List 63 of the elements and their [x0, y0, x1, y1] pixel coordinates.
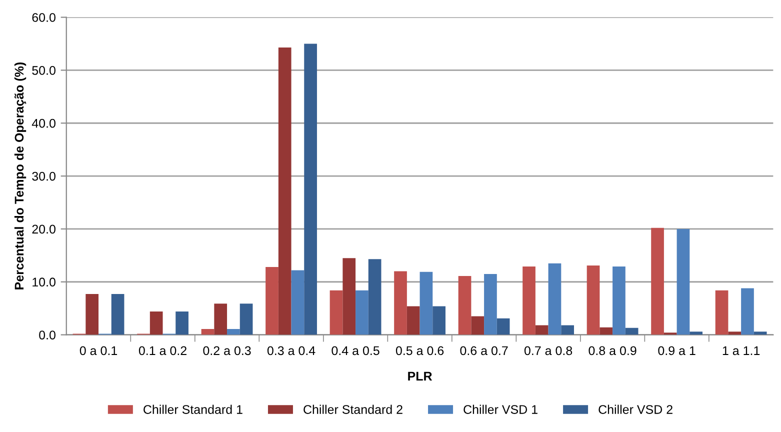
y-tick-label: 0.0 — [39, 330, 56, 340]
bar — [368, 259, 382, 335]
bar — [330, 290, 343, 335]
x-tick-label: 0.4 a 0.5 — [332, 346, 380, 356]
bar — [432, 306, 446, 335]
bar — [266, 267, 278, 335]
x-tick-label: 0 a 0.1 — [80, 346, 118, 356]
bar — [458, 276, 472, 335]
bar — [214, 304, 228, 335]
bar — [240, 304, 253, 335]
bar — [176, 312, 188, 335]
bar — [496, 318, 510, 335]
bar — [420, 272, 433, 335]
bar — [86, 294, 99, 335]
bar — [561, 325, 574, 335]
bar — [406, 306, 420, 335]
x-tick-label: 0.2 a 0.3 — [203, 346, 251, 356]
bar — [600, 327, 613, 335]
x-tick-label: 0.9 a 1 — [658, 346, 696, 356]
y-axis-title: Percentual do Tempo de Operação (%) — [14, 62, 26, 290]
bar — [535, 325, 548, 335]
bar — [612, 266, 626, 335]
bar — [394, 271, 407, 335]
bar — [111, 294, 124, 335]
legend-label: Chiller VSD 2 — [598, 404, 672, 414]
bar — [356, 290, 368, 335]
legend-label: Chiller Standard 2 — [304, 404, 402, 414]
bar — [754, 332, 767, 335]
bar — [548, 263, 562, 335]
bar — [150, 312, 163, 335]
y-tick-label: 10.0 — [32, 278, 56, 287]
bar — [625, 328, 638, 335]
y-tick-label: 20.0 — [32, 224, 56, 234]
x-tick-label: 1 a 1.1 — [722, 346, 760, 356]
y-tick-label: 30.0 — [32, 172, 56, 181]
x-axis-title: PLR — [408, 372, 432, 381]
x-tick-label: 0.8 a 0.9 — [588, 346, 636, 356]
y-tick-label: 60.0 — [32, 13, 56, 22]
bar — [201, 328, 214, 335]
bar — [676, 228, 690, 335]
bar — [728, 332, 742, 335]
legend-label: Chiller VSD 1 — [464, 404, 538, 414]
bar — [651, 228, 664, 335]
x-tick-label: 0.5 a 0.6 — [396, 346, 444, 356]
bar — [690, 332, 703, 335]
y-tick-label: 50.0 — [32, 66, 56, 75]
x-tick-label: 0.3 a 0.4 — [267, 346, 316, 356]
bar — [522, 266, 536, 335]
bar — [586, 265, 600, 335]
x-tick-label: 0.1 a 0.2 — [138, 346, 186, 356]
bar — [484, 274, 497, 335]
x-tick-label: 0.7 a 0.8 — [524, 346, 572, 356]
bar — [278, 47, 292, 335]
legend-label: Chiller Standard 1 — [144, 404, 242, 414]
x-tick-label: 0.6 a 0.7 — [460, 346, 508, 356]
bar — [471, 316, 484, 335]
bar — [715, 290, 728, 335]
bar — [342, 258, 356, 335]
bar — [304, 44, 317, 335]
bar — [291, 270, 304, 335]
y-tick-label: 40.0 — [32, 118, 56, 128]
bar — [227, 328, 240, 335]
bar — [741, 288, 754, 335]
